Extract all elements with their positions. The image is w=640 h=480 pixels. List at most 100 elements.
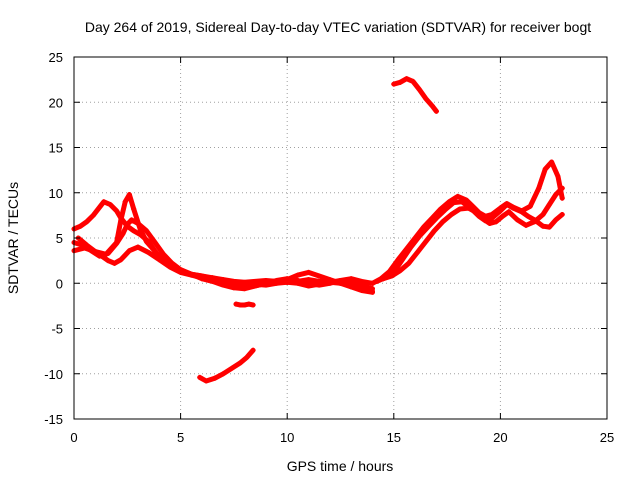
data-point [126, 248, 132, 254]
data-point [112, 260, 118, 266]
data-point [406, 260, 412, 266]
data-point [118, 257, 124, 263]
data-point [231, 279, 237, 285]
data-point [423, 96, 429, 102]
data-point [167, 264, 173, 270]
data-point [389, 273, 395, 279]
data-point [423, 239, 429, 245]
data-point [122, 199, 128, 205]
data-point [527, 203, 533, 209]
data-point [553, 217, 559, 223]
data-point [306, 269, 312, 275]
data-point [131, 228, 137, 234]
data-point [489, 215, 495, 221]
data-point [480, 216, 486, 222]
data-point [553, 192, 559, 198]
data-point [416, 87, 422, 93]
series-arc-7 [380, 185, 565, 282]
data-point [459, 199, 465, 205]
data-point [220, 282, 226, 288]
data-point [519, 209, 525, 215]
x-tick-label: 5 [177, 430, 184, 445]
data-point [540, 223, 546, 229]
data-point [178, 269, 184, 275]
data-point [131, 206, 137, 212]
data-point [549, 159, 555, 165]
data-point [231, 285, 237, 291]
data-point [374, 278, 380, 284]
data-point [284, 279, 290, 285]
data-point [369, 288, 375, 294]
data-point [510, 205, 516, 211]
data-point [114, 208, 120, 214]
data-point [457, 206, 463, 212]
data-point [404, 76, 410, 82]
data-point [546, 224, 552, 230]
data-point [129, 217, 135, 223]
data-point [143, 239, 149, 245]
data-point [152, 240, 158, 246]
data-point [306, 283, 312, 289]
data-point [161, 251, 167, 257]
x-tick-label: 25 [600, 430, 614, 445]
data-point [263, 282, 269, 288]
data-point [433, 215, 439, 221]
y-tick-label: 0 [56, 276, 63, 291]
data-point [295, 280, 301, 286]
y-tick-label: 25 [49, 50, 63, 65]
data-point [414, 249, 420, 255]
data-point [455, 193, 461, 199]
data-point [410, 78, 416, 84]
data-point [316, 281, 322, 287]
data-point [220, 278, 226, 284]
data-point [99, 253, 105, 259]
x-tick-label: 0 [70, 430, 77, 445]
data-point [107, 202, 113, 208]
grid-lines [74, 57, 607, 419]
data-point [97, 204, 103, 210]
data-point [431, 228, 437, 234]
x-tick-label: 20 [493, 430, 507, 445]
data-point [124, 221, 130, 227]
data-point [197, 374, 203, 380]
data-point [559, 195, 565, 201]
data-point [440, 219, 446, 225]
data-point [250, 347, 256, 353]
y-tick-label: 15 [49, 141, 63, 156]
data-point [523, 222, 529, 228]
y-axis-label: SDTVAR / TECUs [5, 182, 21, 294]
data-point [559, 185, 565, 191]
y-tick-label: -5 [51, 322, 63, 337]
data-point [210, 275, 216, 281]
data-point [242, 302, 248, 308]
data-point [555, 173, 561, 179]
data-point [487, 221, 493, 227]
y-tick-label: -10 [44, 367, 63, 382]
data-point [450, 200, 456, 206]
data-point [237, 302, 243, 308]
data-point [156, 257, 162, 263]
series-arc-9 [197, 347, 256, 384]
data-point [229, 365, 235, 371]
data-point [380, 276, 386, 282]
data-point [105, 258, 111, 264]
data-point [199, 275, 205, 281]
data-point [84, 219, 90, 225]
data-point [493, 219, 499, 225]
y-tick-label: 10 [49, 186, 63, 201]
data-point [425, 224, 431, 230]
data-point [126, 192, 132, 198]
data-point [474, 210, 480, 216]
data-point [101, 199, 107, 205]
x-axis-label: GPS time / hours [287, 458, 394, 474]
data-point [391, 81, 397, 87]
data-point [433, 108, 439, 114]
data-point [536, 185, 542, 191]
data-point [146, 249, 152, 255]
data-point [463, 197, 469, 203]
data-point [118, 217, 124, 223]
data-point [429, 103, 435, 109]
data-point [77, 223, 83, 229]
data-point [399, 257, 405, 263]
